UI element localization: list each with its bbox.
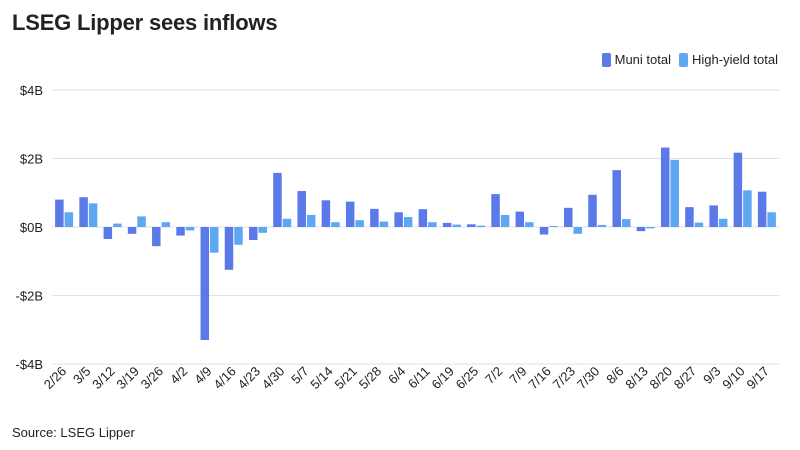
bar-muni xyxy=(394,212,403,227)
bar-high-yield xyxy=(403,217,413,227)
x-tick-label: 8/27 xyxy=(671,364,700,393)
bar-muni xyxy=(709,205,718,227)
bar-high-yield xyxy=(113,223,122,227)
bar-high-yield xyxy=(331,222,340,227)
bar-high-yield xyxy=(355,220,364,227)
bar-high-yield xyxy=(525,222,534,227)
bar-muni xyxy=(757,191,767,227)
bar-high-yield xyxy=(185,227,195,231)
bar-high-yield xyxy=(210,227,219,253)
bar-muni xyxy=(248,227,258,241)
x-tick-label: 6/4 xyxy=(385,364,408,387)
bar-muni xyxy=(515,211,525,227)
x-tick-label: 3/19 xyxy=(113,364,142,393)
x-tick-label: 8/20 xyxy=(647,364,676,393)
bar-muni xyxy=(539,227,549,235)
bar-muni xyxy=(612,170,621,227)
bar-high-yield xyxy=(258,227,267,233)
bar-muni xyxy=(442,222,452,227)
x-tick-label: 5/21 xyxy=(332,364,361,393)
bar-muni xyxy=(200,227,210,341)
bar-muni xyxy=(685,207,694,227)
bar-high-yield xyxy=(670,159,679,227)
bar-high-yield xyxy=(452,224,461,227)
bar-high-yield xyxy=(161,222,171,227)
x-tick-label: 5/14 xyxy=(307,364,336,393)
bar-muni xyxy=(297,191,306,227)
bar-high-yield xyxy=(694,222,704,227)
legend-item-muni: Muni total xyxy=(601,52,671,67)
bar-muni xyxy=(127,227,137,234)
x-tick-label: 4/30 xyxy=(259,364,288,393)
legend-swatch-muni xyxy=(601,52,611,67)
bar-high-yield xyxy=(549,225,558,227)
bar-high-yield xyxy=(306,215,316,227)
y-tick-label: -$4B xyxy=(16,357,43,372)
bar-muni xyxy=(418,209,428,227)
y-tick-label: $0B xyxy=(20,220,43,235)
bar-high-yield xyxy=(428,222,437,227)
bar-high-yield xyxy=(476,225,486,227)
legend: Muni total High-yield total xyxy=(594,52,778,67)
bar-muni xyxy=(660,147,670,227)
bar-muni xyxy=(733,152,743,227)
x-tick-label: 5/28 xyxy=(356,364,385,393)
legend-label-high-yield: High-yield total xyxy=(692,52,778,67)
x-tick-label: 9/17 xyxy=(743,364,772,393)
y-tick-label: $2B xyxy=(20,152,43,167)
x-tick-label: 2/26 xyxy=(41,364,70,393)
bar-high-yield xyxy=(597,224,607,227)
bar-high-yield xyxy=(500,215,510,227)
bar-muni xyxy=(224,227,234,270)
x-tick-label: 6/19 xyxy=(428,364,457,393)
bar-muni xyxy=(273,172,282,227)
bar-muni xyxy=(152,227,161,247)
bar-high-yield xyxy=(282,218,292,227)
bar-muni xyxy=(588,194,597,227)
bar-high-yield xyxy=(88,203,98,227)
x-tick-label: 6/11 xyxy=(405,364,433,392)
bar-high-yield xyxy=(379,221,389,227)
x-tick-label: 4/23 xyxy=(235,364,264,393)
x-tick-label: 8/13 xyxy=(622,364,651,393)
bar-high-yield xyxy=(234,227,243,245)
x-tick-label: 4/2 xyxy=(167,364,190,387)
x-tick-label: 7/2 xyxy=(482,364,505,387)
x-tick-label: 3/26 xyxy=(138,364,167,393)
bar-muni xyxy=(491,194,500,227)
bar-muni xyxy=(176,227,185,236)
bar-high-yield xyxy=(767,212,776,227)
x-tick-label: 9/10 xyxy=(719,364,748,393)
bar-high-yield xyxy=(573,227,583,234)
x-tick-label: 7/30 xyxy=(574,364,603,393)
bar-muni xyxy=(55,199,64,227)
bar-high-yield xyxy=(621,219,631,227)
x-tick-label: 7/16 xyxy=(525,364,554,393)
bar-high-yield xyxy=(743,190,752,227)
y-tick-label: -$2B xyxy=(16,289,43,304)
bar-high-yield xyxy=(64,212,74,227)
bar-muni xyxy=(467,224,476,227)
bar-high-yield xyxy=(646,227,655,229)
bar-muni xyxy=(370,208,379,227)
bar-muni xyxy=(564,207,573,227)
x-tick-label: 6/25 xyxy=(453,364,482,393)
x-tick-label: 4/16 xyxy=(210,364,239,393)
bar-muni xyxy=(103,227,113,239)
bar-high-yield xyxy=(137,216,146,227)
x-tick-label: 3/12 xyxy=(89,364,118,393)
bar-muni xyxy=(79,197,88,227)
bar-muni xyxy=(321,200,331,227)
bar-muni xyxy=(345,201,355,227)
bar-chart: $4B$2B$0B-$2B-$4B2/26 3/53/123/193/26 4/2 4… xyxy=(16,83,779,393)
x-tick-label: 7/23 xyxy=(550,364,579,393)
source-note: Source: LSEG Lipper xyxy=(12,425,135,440)
legend-swatch-high-yield xyxy=(679,52,688,67)
y-tick-label: $4B xyxy=(20,83,43,98)
chart-title: LSEG Lipper sees inflows xyxy=(12,10,278,35)
legend-item-high-yield: High-yield total xyxy=(679,52,778,67)
bar-muni xyxy=(636,227,646,232)
legend-label-muni: Muni total xyxy=(614,52,671,67)
bar-high-yield xyxy=(718,218,728,227)
